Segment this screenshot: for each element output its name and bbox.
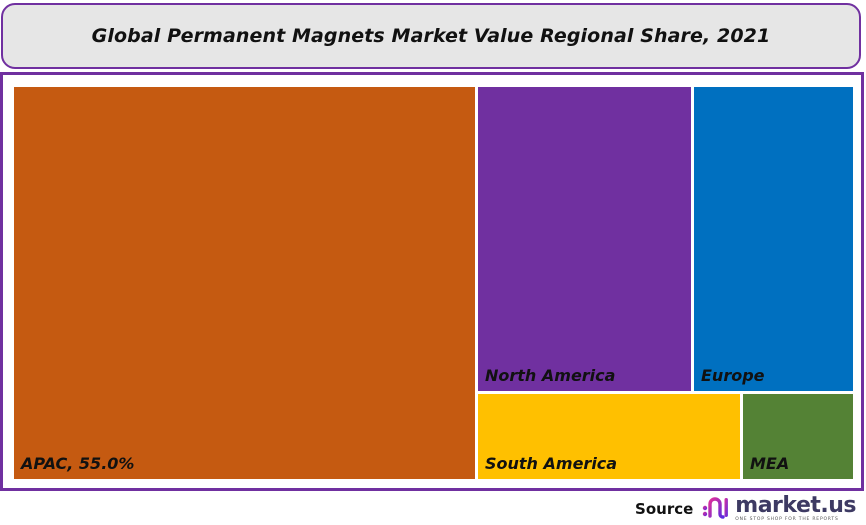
source-footer: Source market.us ONE STOP SHOP FOR THE R… bbox=[635, 494, 856, 524]
logo-tagline: ONE STOP SHOP FOR THE REPORTS bbox=[735, 517, 839, 523]
logo-name: market.us bbox=[735, 493, 856, 519]
source-label: Source bbox=[635, 500, 694, 518]
tile-apac: APAC, 55.0% bbox=[14, 87, 475, 479]
market-us-logo: market.us ONE STOP SHOP FOR THE REPORTS bbox=[701, 494, 856, 524]
market-us-logo-icon bbox=[701, 494, 731, 524]
treemap-frame: APAC, 55.0% North America Europe South A… bbox=[0, 72, 864, 491]
tile-label-apac: APAC, 55.0% bbox=[21, 454, 135, 473]
chart-title-box: Global Permanent Magnets Market Value Re… bbox=[1, 3, 861, 69]
tile-label-mea: MEA bbox=[750, 454, 790, 473]
tile-label-north-america: North America bbox=[485, 366, 616, 385]
tile-label-south-america: South America bbox=[485, 454, 618, 473]
tile-south-america: South America bbox=[478, 394, 740, 479]
tile-label-europe: Europe bbox=[701, 366, 765, 385]
chart-title: Global Permanent Magnets Market Value Re… bbox=[91, 25, 771, 47]
tile-europe: Europe bbox=[694, 87, 853, 391]
tile-north-america: North America bbox=[478, 87, 691, 391]
tile-mea: MEA bbox=[743, 394, 853, 479]
